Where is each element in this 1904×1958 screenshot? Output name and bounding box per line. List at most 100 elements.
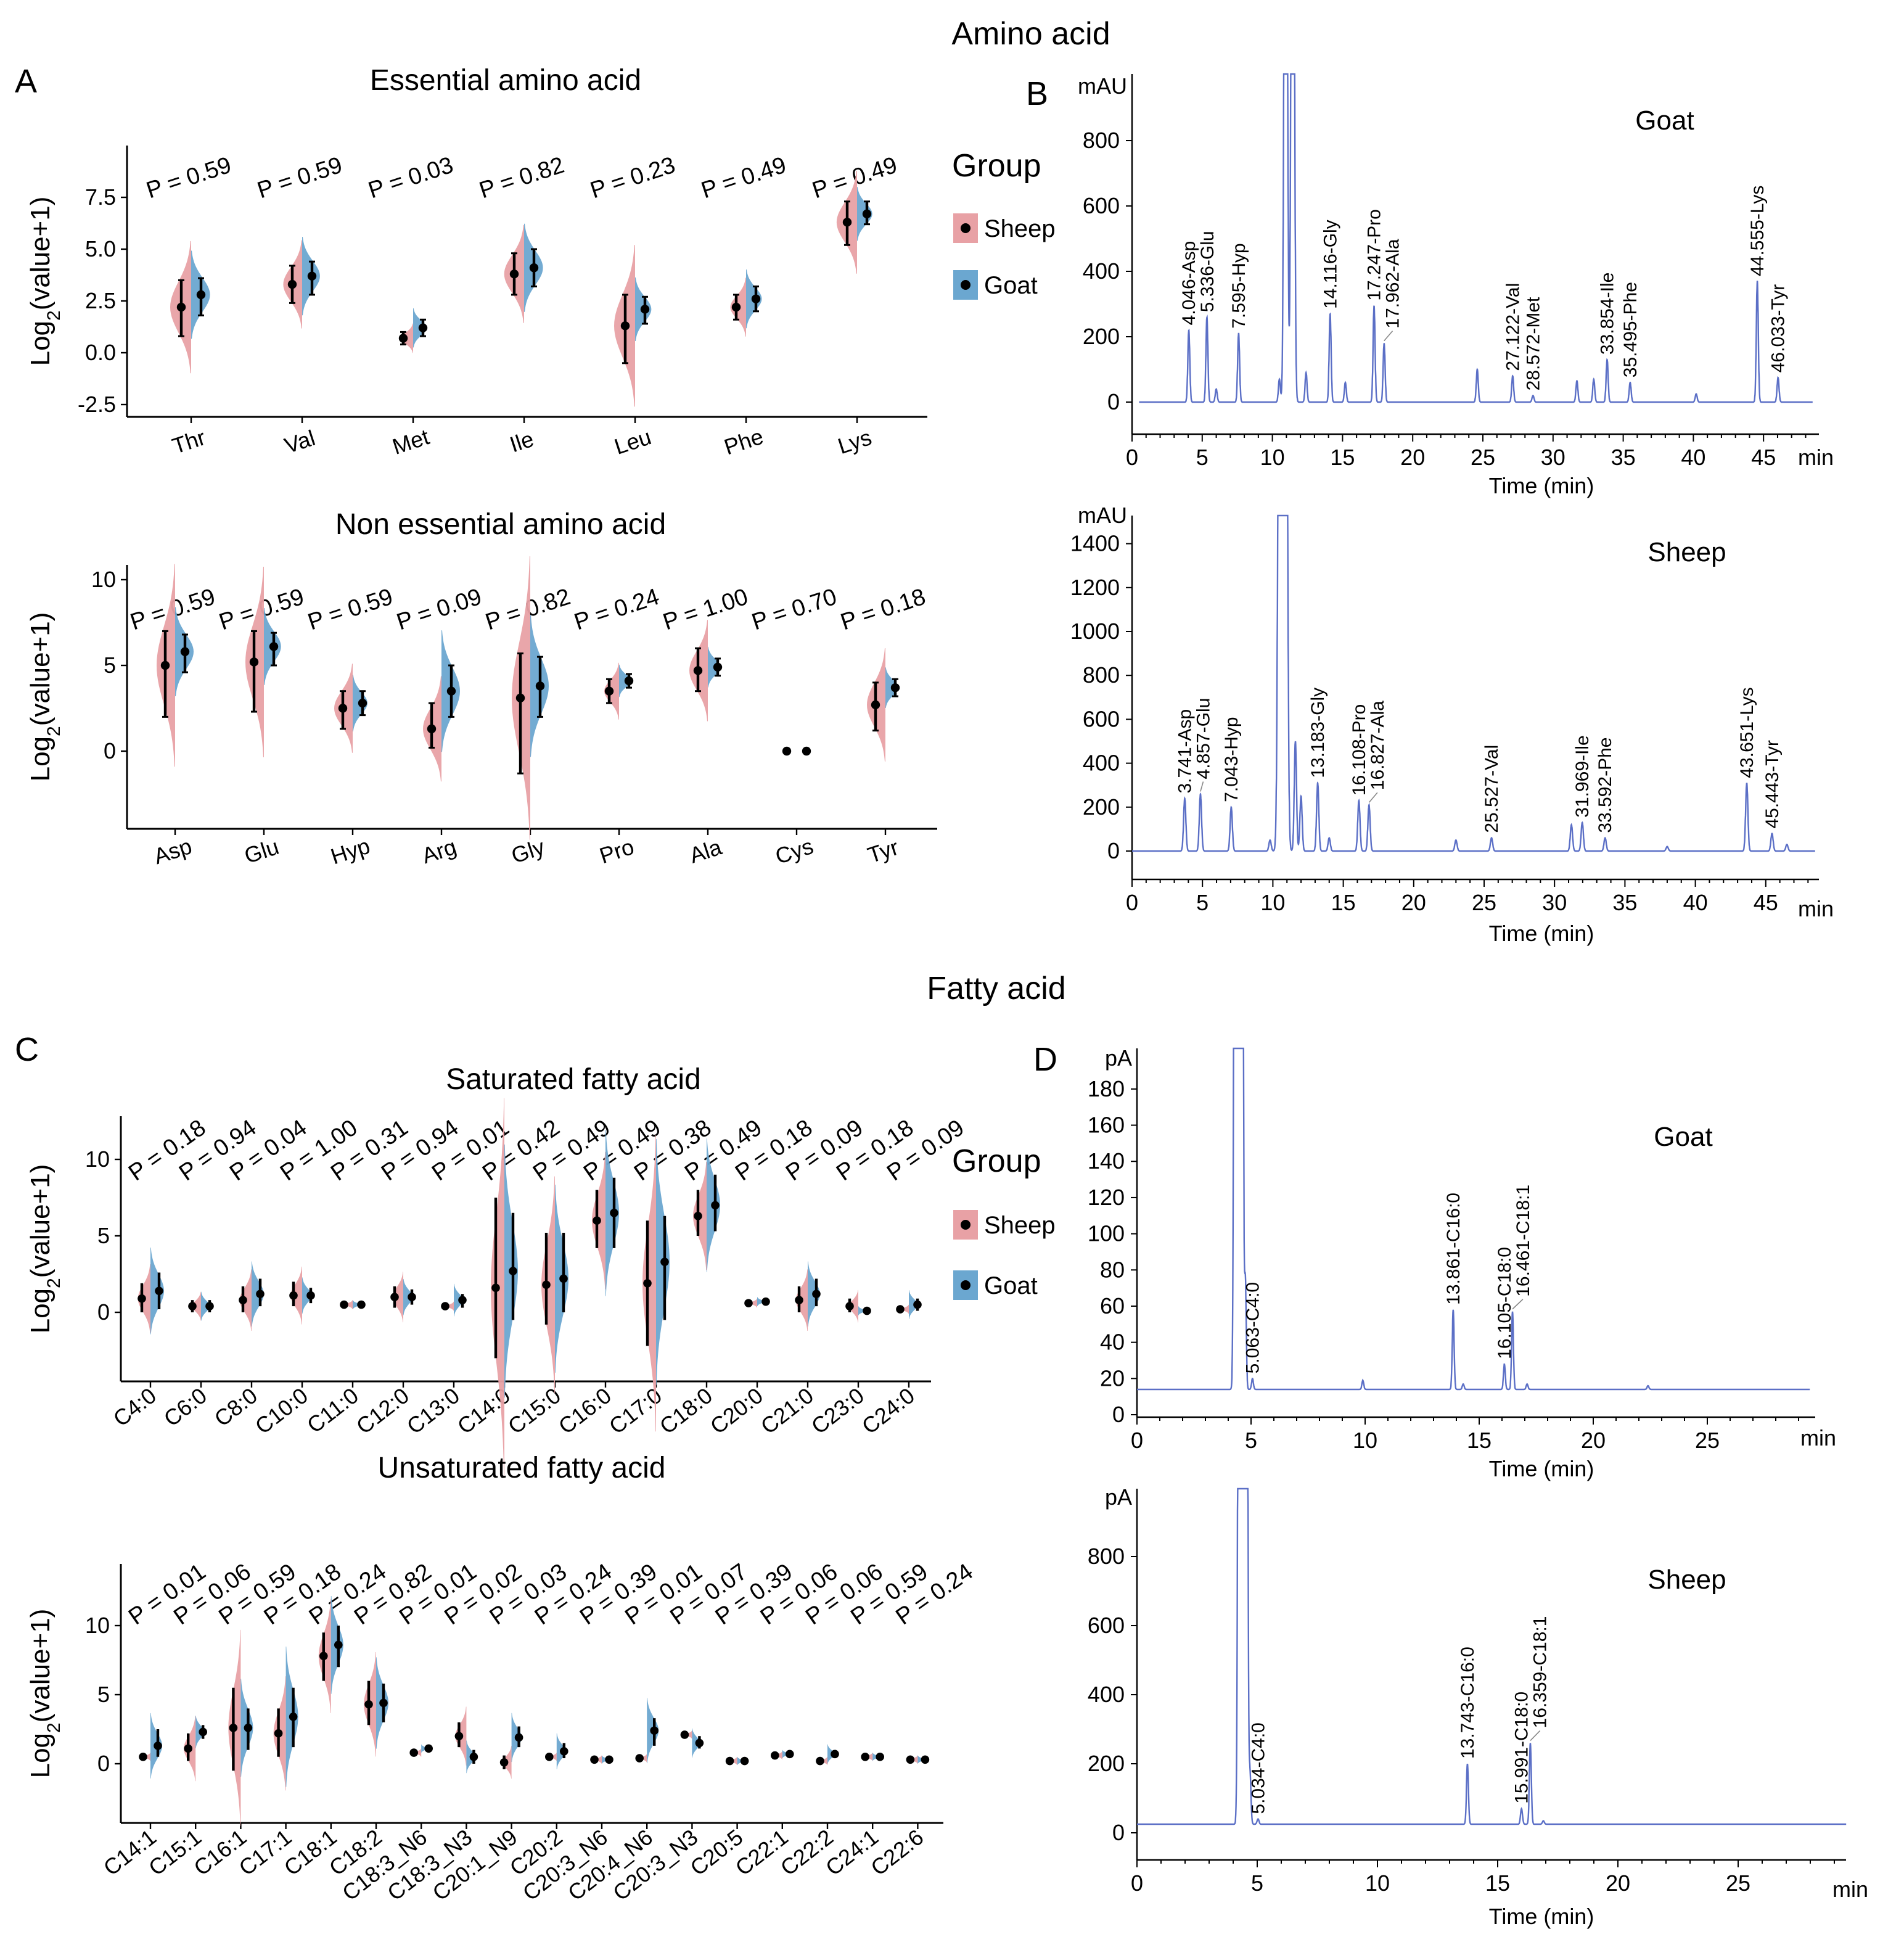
chart-title: Essential amino acid <box>370 64 641 97</box>
peak-label: 7.043-Hyp <box>1221 717 1242 802</box>
peak-label: 5.034-C4:0 <box>1248 1722 1268 1814</box>
sheep-mean-point <box>239 1296 247 1304</box>
y-tick-label: 160 <box>1088 1113 1125 1138</box>
chart-sheep-gc: Sheep pA Time (min) min 0 200 400 600 800 0 5 10 15 2… <box>1088 1484 1868 1929</box>
goat-mean-point <box>713 662 723 672</box>
goat-violin <box>917 1755 924 1764</box>
sheep-mean-point <box>782 746 792 756</box>
sheep-mean-point <box>771 1751 779 1760</box>
sheep-mean-point <box>287 279 297 289</box>
goat-mean-point <box>695 1738 704 1748</box>
peak-label: 33.592-Phe <box>1595 737 1615 833</box>
peak-label: 45.443-Tyr <box>1762 740 1783 828</box>
peak-label: 13.183-Gly <box>1308 688 1328 778</box>
x-unit-label: min <box>1798 445 1834 470</box>
y-axis-label-part: Log <box>25 736 55 781</box>
x-axis-label: Time (min) <box>1489 921 1594 946</box>
y-unit-label: mAU <box>1078 503 1127 528</box>
y-tick-label: 60 <box>1100 1293 1125 1318</box>
goat-mean-point <box>269 642 279 651</box>
y-axis-label-part: (value+1) <box>25 1164 55 1278</box>
goat-mean-point <box>751 294 761 303</box>
x-tick-label: 10 <box>1260 890 1285 915</box>
x-unit-label: min <box>1798 896 1834 921</box>
sheep-mean-point <box>842 218 852 227</box>
peak-label: 43.651-Lys <box>1737 687 1757 778</box>
legend-sheep-dot <box>961 1220 970 1230</box>
peak-label: 15.991-C18:0 <box>1512 1692 1532 1804</box>
chromatogram-title: Goat <box>1654 1122 1712 1152</box>
peak-label: 16.461-C18:1 <box>1513 1185 1533 1297</box>
sheep-mean-point <box>137 1294 146 1303</box>
legend-goat-label: Goat <box>984 272 1038 299</box>
sheep-mean-point <box>816 1756 824 1766</box>
y-axis-label-part: 2 <box>44 726 64 736</box>
y-tick-label: 600 <box>1088 1613 1125 1638</box>
peak-label: 16.108-Pro <box>1349 704 1369 796</box>
goat-violin <box>872 1753 879 1761</box>
x-tick-label: 45 <box>1754 890 1778 915</box>
x-tick-label: 10 <box>1260 445 1285 470</box>
x-tick-label: 20 <box>1581 1428 1606 1453</box>
x-tick-label: 5 <box>1245 1428 1257 1453</box>
x-tick-label: 30 <box>1541 445 1565 470</box>
x-tick-label: 35 <box>1612 890 1637 915</box>
sheep-violin <box>550 1753 557 1761</box>
sheep-mean-point <box>139 1753 147 1761</box>
sheep-mean-point <box>545 1753 554 1761</box>
goat-mean-point <box>559 1274 568 1283</box>
sheep-mean-point <box>694 1211 702 1220</box>
sheep-mean-point <box>693 666 703 675</box>
x-tick-label: 0 <box>1131 1428 1143 1453</box>
y-tick-label: 400 <box>1088 1682 1125 1707</box>
sheep-mean-point <box>542 1280 551 1290</box>
legend-goat-dot <box>961 280 970 290</box>
peak-label: 4.046-Asp <box>1179 241 1199 326</box>
peak-label: 28.572-Met <box>1523 297 1543 390</box>
peak-label: 3.741-Asp <box>1175 709 1195 794</box>
y-tick-label: 1400 <box>1070 531 1120 556</box>
goat-mean-point <box>890 683 900 693</box>
sheep-violin <box>731 1756 737 1766</box>
sheep-violin <box>345 1300 353 1309</box>
x-tick-label: 20 <box>1400 445 1425 470</box>
y-tick-label: 0 <box>1107 838 1120 863</box>
sheep-mean-point <box>896 1305 905 1314</box>
peak-label-leader <box>1200 781 1204 792</box>
x-axis-label: Time (min) <box>1489 473 1594 498</box>
peak-label: 17.962-Ala <box>1383 239 1403 328</box>
sheep-mean-point <box>441 1302 449 1310</box>
peak-label: 31.969-Ile <box>1572 735 1593 817</box>
y-tick-label: 40 <box>1100 1330 1125 1355</box>
x-tick-label: 0 <box>1126 445 1138 470</box>
sheep-mean-point <box>398 334 408 343</box>
panel-label-c: C <box>15 1031 39 1068</box>
peak-label: 14.116-Gly <box>1320 220 1340 309</box>
sheep-violin <box>750 1298 757 1308</box>
peak-label: 16.827-Ala <box>1368 701 1388 790</box>
goat-mean-point <box>514 1733 523 1742</box>
y-tick-label: 0 <box>97 1299 110 1325</box>
sheep-mean-point <box>725 1756 734 1766</box>
goat-mean-point <box>535 681 545 691</box>
sheep-violin <box>911 1755 918 1764</box>
sheep-mean-point <box>229 1723 238 1732</box>
sheep-mean-point <box>249 657 259 667</box>
legend-title: Group <box>952 148 1041 184</box>
sheep-violin <box>414 1748 422 1757</box>
y-axis-label-part: Log <box>25 1733 55 1778</box>
sheep-mean-point <box>390 1293 399 1301</box>
goat-mean-point <box>154 1742 162 1750</box>
y-tick-label: 80 <box>1100 1257 1125 1282</box>
goat-mean-point <box>357 1300 366 1309</box>
goat-mean-point <box>610 1209 618 1217</box>
chart-title: Unsaturated fatty acid <box>378 1452 666 1484</box>
y-tick-label: 0 <box>1107 389 1120 414</box>
goat-violin <box>782 1750 789 1758</box>
x-tick-label: 40 <box>1681 445 1705 470</box>
goat-mean-point <box>424 1744 433 1753</box>
section-title-amino-acid: Amino acid <box>951 16 1110 52</box>
goat-mean-point <box>205 1302 214 1310</box>
sheep-mean-point <box>454 1732 464 1740</box>
peak-label: 7.595-Hyp <box>1229 243 1249 328</box>
